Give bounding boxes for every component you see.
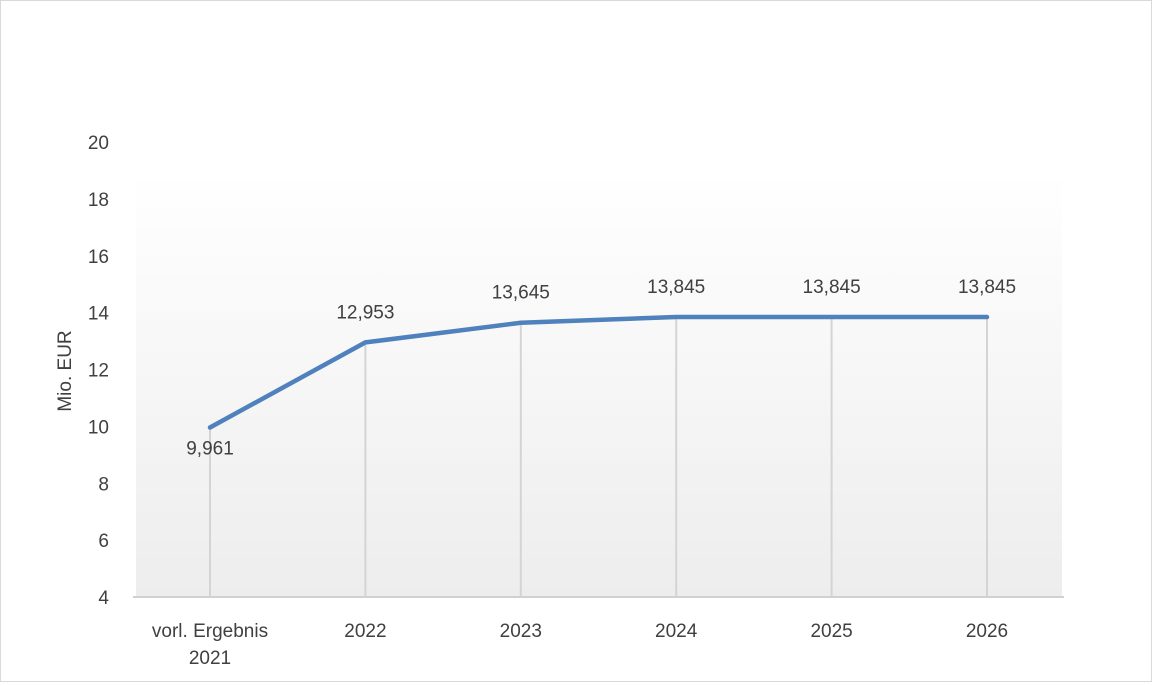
data-label: 9,961 — [186, 438, 234, 459]
x-tick-labels: vorl. Ergebnis 2021 2022 2023 2024 2025 2026 — [152, 621, 1008, 669]
y-tick-label: 6 — [98, 531, 109, 552]
y-axis-title: Mio. EUR — [55, 330, 76, 411]
plot-background — [136, 171, 1062, 597]
drop-lines — [209, 317, 988, 597]
y-tick-label: 16 — [88, 247, 109, 268]
data-point — [208, 425, 212, 430]
y-tick-label: 8 — [98, 474, 109, 495]
data-point — [363, 340, 368, 345]
data-point — [985, 315, 989, 320]
y-tick-label: 14 — [88, 304, 110, 325]
data-label: 13,845 — [647, 277, 705, 298]
y-tick-label: 18 — [88, 190, 109, 211]
y-tick-label: 12 — [88, 361, 109, 382]
data-label: 13,845 — [803, 277, 861, 298]
x-tick-label: 2024 — [655, 621, 698, 642]
x-tick-label: 2021 — [189, 648, 231, 669]
data-labels: 9,961 12,953 13,645 13,845 13,845 13,845 — [186, 277, 1016, 459]
x-tick-label: 2026 — [966, 621, 1008, 642]
data-label: 13,645 — [492, 283, 550, 304]
y-tick-label: 20 — [88, 133, 109, 154]
data-label: 12,953 — [336, 302, 394, 323]
x-tick-label: 2025 — [810, 621, 852, 642]
data-point — [829, 315, 834, 320]
y-tick-label: 4 — [98, 588, 109, 609]
data-point — [674, 315, 679, 320]
y-tick-labels: 4 6 8 10 12 14 16 18 20 — [88, 133, 110, 609]
series-group — [207, 314, 990, 430]
x-tick-label: 2022 — [344, 621, 386, 642]
x-tick-label: 2023 — [500, 621, 542, 642]
data-label: 13,845 — [958, 277, 1016, 298]
series-line — [207, 314, 990, 430]
x-tick-label: vorl. Ergebnis — [152, 621, 268, 642]
y-tick-label: 10 — [88, 417, 109, 438]
data-point — [518, 320, 523, 325]
